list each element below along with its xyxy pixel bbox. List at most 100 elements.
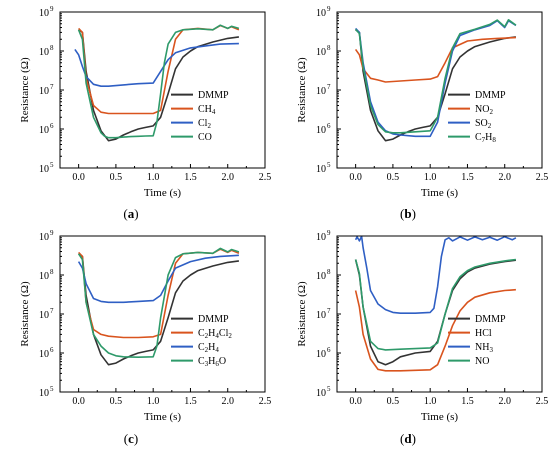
series-line-c3h6o [77, 247, 240, 359]
series-line-co [77, 24, 240, 139]
legend-text: NH [475, 342, 489, 353]
y-tick-label: 10 [316, 271, 326, 282]
y-tick-exponent: 6 [50, 122, 54, 130]
legend-text: C [198, 342, 205, 353]
y-tick-label: 10 [316, 388, 326, 399]
legend-text: HCl [475, 328, 492, 339]
legend-text: SO [475, 118, 488, 129]
x-tick-label: 0.0 [72, 172, 85, 183]
legend: DMMP CH4 Cl2 CO [171, 90, 229, 143]
y-tick-label: 10 [316, 47, 326, 58]
legend-entry: Cl2 [198, 118, 211, 130]
y-tick-exponent: 9 [50, 229, 54, 237]
series-line-no [354, 258, 516, 351]
y-tick-label: 10 [39, 47, 49, 58]
legend-text: H [208, 356, 215, 367]
y-tick-label: 10 [39, 86, 49, 97]
y-tick-exponent: 9 [50, 5, 54, 13]
legend-text: H [485, 132, 492, 143]
legend-text: C [198, 328, 205, 339]
legend-entry: C2H4Cl2 [198, 328, 232, 340]
x-tick-label: 0.0 [72, 396, 85, 407]
legend-text: H [208, 342, 215, 353]
y-tick-exponent: 5 [50, 385, 54, 393]
y-tick-exponent: 8 [50, 268, 54, 276]
y-tick-exponent: 8 [327, 44, 331, 52]
x-tick-label: 0.0 [349, 172, 362, 183]
y-tick-exponent: 7 [50, 307, 54, 315]
legend-subscript: 2 [205, 332, 209, 340]
y-tick-exponent: 5 [327, 385, 331, 393]
y-tick-exponent: 5 [327, 161, 331, 169]
y-tick-exponent: 6 [327, 122, 331, 130]
legend-subscript: 2 [207, 122, 211, 130]
x-tick-label: 1.5 [461, 172, 474, 183]
legend-entry: C7H8 [475, 132, 496, 144]
legend-entry: DMMP [198, 90, 229, 101]
panel-label: (c) [124, 431, 138, 446]
y-tick-label: 10 [316, 125, 326, 136]
legend-entry: NO [475, 356, 489, 367]
y-tick-exponent: 8 [327, 268, 331, 276]
x-tick-label: 1.0 [147, 396, 160, 407]
legend-text: DMMP [475, 90, 506, 101]
y-tick-exponent: 7 [327, 83, 331, 91]
legend-text: O [219, 356, 226, 367]
x-tick-label: 0.5 [387, 396, 400, 407]
legend-text: C [475, 132, 482, 143]
panel-label-letter: d [404, 431, 412, 446]
x-tick-label: 1.0 [424, 396, 437, 407]
x-tick-label: 2.5 [536, 172, 549, 183]
legend-text: CO [198, 132, 212, 143]
x-tick-label: 2.5 [536, 396, 549, 407]
legend-subscript: 7 [482, 136, 486, 144]
series-line-dmmp [78, 29, 240, 142]
panel-label-close: ) [134, 206, 138, 221]
legend-subscript: 8 [492, 136, 496, 144]
y-tick-label: 10 [39, 164, 49, 175]
legend-text: CH [198, 104, 212, 115]
x-tick-label: 0.5 [110, 172, 123, 183]
x-axis-label: Time (s) [421, 411, 459, 423]
legend-subscript: 6 [215, 360, 219, 368]
panel-label-open: ( [124, 431, 128, 446]
legend-entry: CH4 [198, 104, 216, 116]
x-tick-label: 0.5 [110, 396, 123, 407]
series-line-nh3 [354, 235, 517, 315]
panel-label-letter: a [128, 206, 135, 221]
x-tick-label: 1.0 [147, 172, 160, 183]
legend-subscript: 2 [205, 346, 209, 354]
legend-entry: C3H6O [198, 356, 226, 368]
y-axis-label: Resistance (Ω) [296, 281, 308, 347]
x-axis-label: Time (s) [144, 411, 182, 423]
legend-entry: DMMP [475, 314, 506, 325]
legend-text: DMMP [198, 90, 229, 101]
legend-entry: DMMP [475, 90, 506, 101]
panel-label-letter: c [128, 431, 134, 446]
y-tick-label: 10 [39, 271, 49, 282]
x-tick-label: 2.5 [259, 396, 272, 407]
y-tick-label: 10 [39, 232, 49, 243]
panel-label-close: ) [134, 431, 138, 446]
legend-text: H [208, 328, 215, 339]
plot-frame [59, 11, 266, 169]
series-line-cl2 [74, 42, 239, 87]
panel-label-open: ( [400, 431, 404, 446]
legend-subscript: 4 [215, 332, 219, 340]
legend-text: NO [475, 104, 489, 115]
y-tick-exponent: 5 [50, 161, 54, 169]
panel-label-open: ( [123, 206, 127, 221]
series-line-c7h8 [355, 18, 517, 134]
y-tick-label: 10 [316, 86, 326, 97]
legend-text: DMMP [475, 314, 506, 325]
x-tick-label: 1.5 [184, 396, 197, 407]
y-tick-exponent: 8 [50, 44, 54, 52]
panel-label-open: ( [400, 206, 404, 221]
